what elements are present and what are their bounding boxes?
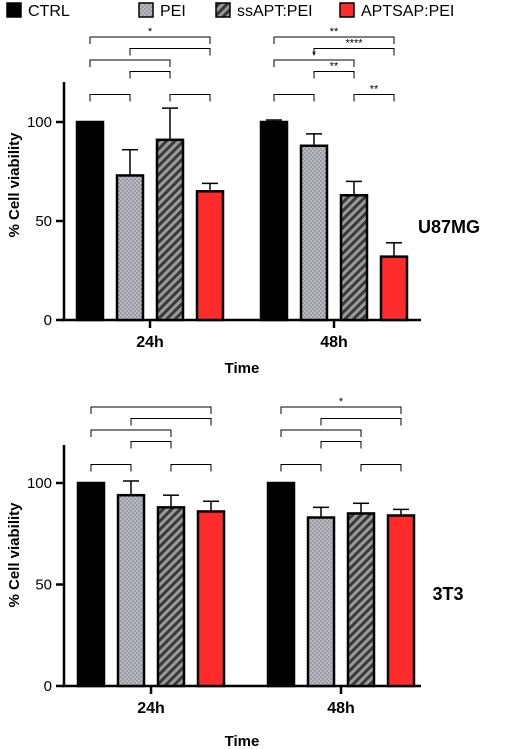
legend-item-ssapt: ssAPT:PEI <box>215 2 313 20</box>
significance-bracket <box>313 48 395 56</box>
significance-bracket <box>89 59 171 67</box>
x-tick-label: 24h <box>137 700 165 717</box>
legend-label-pei: PEI <box>160 3 186 20</box>
y-ticks: 0 50 100 <box>27 114 64 329</box>
bar-aptsap-48h <box>379 255 409 322</box>
y-ticks: 0 50 100 <box>27 475 64 695</box>
panel-label: 3T3 <box>432 584 463 604</box>
bar-ctrl-48h <box>266 481 296 688</box>
legend-label-aptsap: APTSAP:PEI <box>361 3 454 20</box>
significance-label: * <box>312 49 317 61</box>
significance-brackets: * <box>90 396 402 472</box>
significance-bracket <box>280 464 322 472</box>
chart-3t3: % Cell viability 3T3 Time 0 50 100 * 24h 48… <box>6 396 464 749</box>
bar-aptsap-24h <box>196 510 226 688</box>
significance-bracket <box>89 36 211 44</box>
significance-brackets: * *********** <box>89 26 395 102</box>
bars <box>76 480 416 688</box>
legend-item-ctrl: CTRL <box>6 2 70 20</box>
significance-bracket <box>320 441 362 449</box>
significance-bracket <box>89 94 131 102</box>
y-tick-label: 50 <box>35 213 52 230</box>
legend-swatch-pei <box>138 2 154 18</box>
y-axis-title: % Cell viability <box>6 132 23 238</box>
bars <box>75 107 409 322</box>
significance-label: ** <box>370 84 379 96</box>
x-tick-label: 24h <box>136 334 164 351</box>
significance-bracket <box>90 464 132 472</box>
legend: CTRL PEI ssAPT:PEI APTSAP:PEI <box>6 2 454 20</box>
bar-pei-48h <box>299 144 329 322</box>
legend-label-ssapt: ssAPT:PEI <box>237 3 313 20</box>
panel-label: U87MG <box>418 217 480 237</box>
y-tick-label: 0 <box>44 678 52 695</box>
bar-ctrl-24h <box>76 481 106 688</box>
bar-ssapt-24h <box>155 138 185 322</box>
significance-bracket <box>169 94 211 102</box>
significance-bracket <box>360 464 402 472</box>
significance-bracket <box>129 48 211 56</box>
legend-swatch-ssapt <box>215 2 231 18</box>
significance-bracket <box>353 94 395 102</box>
significance-bracket <box>313 71 355 79</box>
y-tick-label: 100 <box>27 475 52 492</box>
significance-bracket <box>130 418 212 426</box>
significance-bracket <box>90 429 172 437</box>
legend-swatch-aptsap <box>339 2 355 18</box>
significance-label: * <box>148 26 153 38</box>
significance-label: ** <box>330 26 339 38</box>
y-axis-title: % Cell viability <box>6 502 23 608</box>
y-tick-label: 0 <box>44 312 52 329</box>
y-tick-label: 100 <box>27 114 52 131</box>
significance-bracket <box>129 71 171 79</box>
significance-label: * <box>339 396 344 408</box>
y-tick-label: 50 <box>35 577 52 594</box>
significance-label: **** <box>345 38 363 50</box>
bar-pei-24h <box>116 493 146 688</box>
bar-aptsap-24h <box>195 190 225 322</box>
legend-item-pei: PEI <box>138 2 186 20</box>
legend-swatch-ctrl <box>6 2 22 18</box>
bar-ssapt-24h <box>156 506 186 688</box>
significance-bracket <box>273 94 315 102</box>
bar-ctrl-24h <box>75 120 105 322</box>
significance-bracket <box>130 441 172 449</box>
significance-label: ** <box>330 61 339 73</box>
x-axis-title: Time <box>225 733 260 749</box>
significance-bracket <box>280 406 402 414</box>
bar-aptsap-48h <box>386 514 416 688</box>
x-axis-title: Time <box>225 360 260 377</box>
bar-pei-48h <box>306 516 336 688</box>
significance-bracket <box>273 59 355 67</box>
significance-bracket <box>280 429 362 437</box>
legend-item-aptsap: APTSAP:PEI <box>339 2 454 20</box>
bar-ssapt-48h <box>339 194 369 322</box>
legend-label-ctrl: CTRL <box>28 3 70 20</box>
x-tick-label: 48h <box>320 334 348 351</box>
bar-ctrl-48h <box>259 120 289 322</box>
significance-bracket <box>90 406 212 414</box>
significance-bracket <box>273 36 395 44</box>
significance-bracket <box>170 464 212 472</box>
x-ticks: 24h 48h <box>137 686 355 717</box>
bar-pei-24h <box>115 174 145 322</box>
bar-ssapt-48h <box>346 512 376 688</box>
x-ticks: 24h 48h <box>136 320 348 351</box>
x-tick-label: 48h <box>327 700 355 717</box>
significance-bracket <box>320 418 402 426</box>
